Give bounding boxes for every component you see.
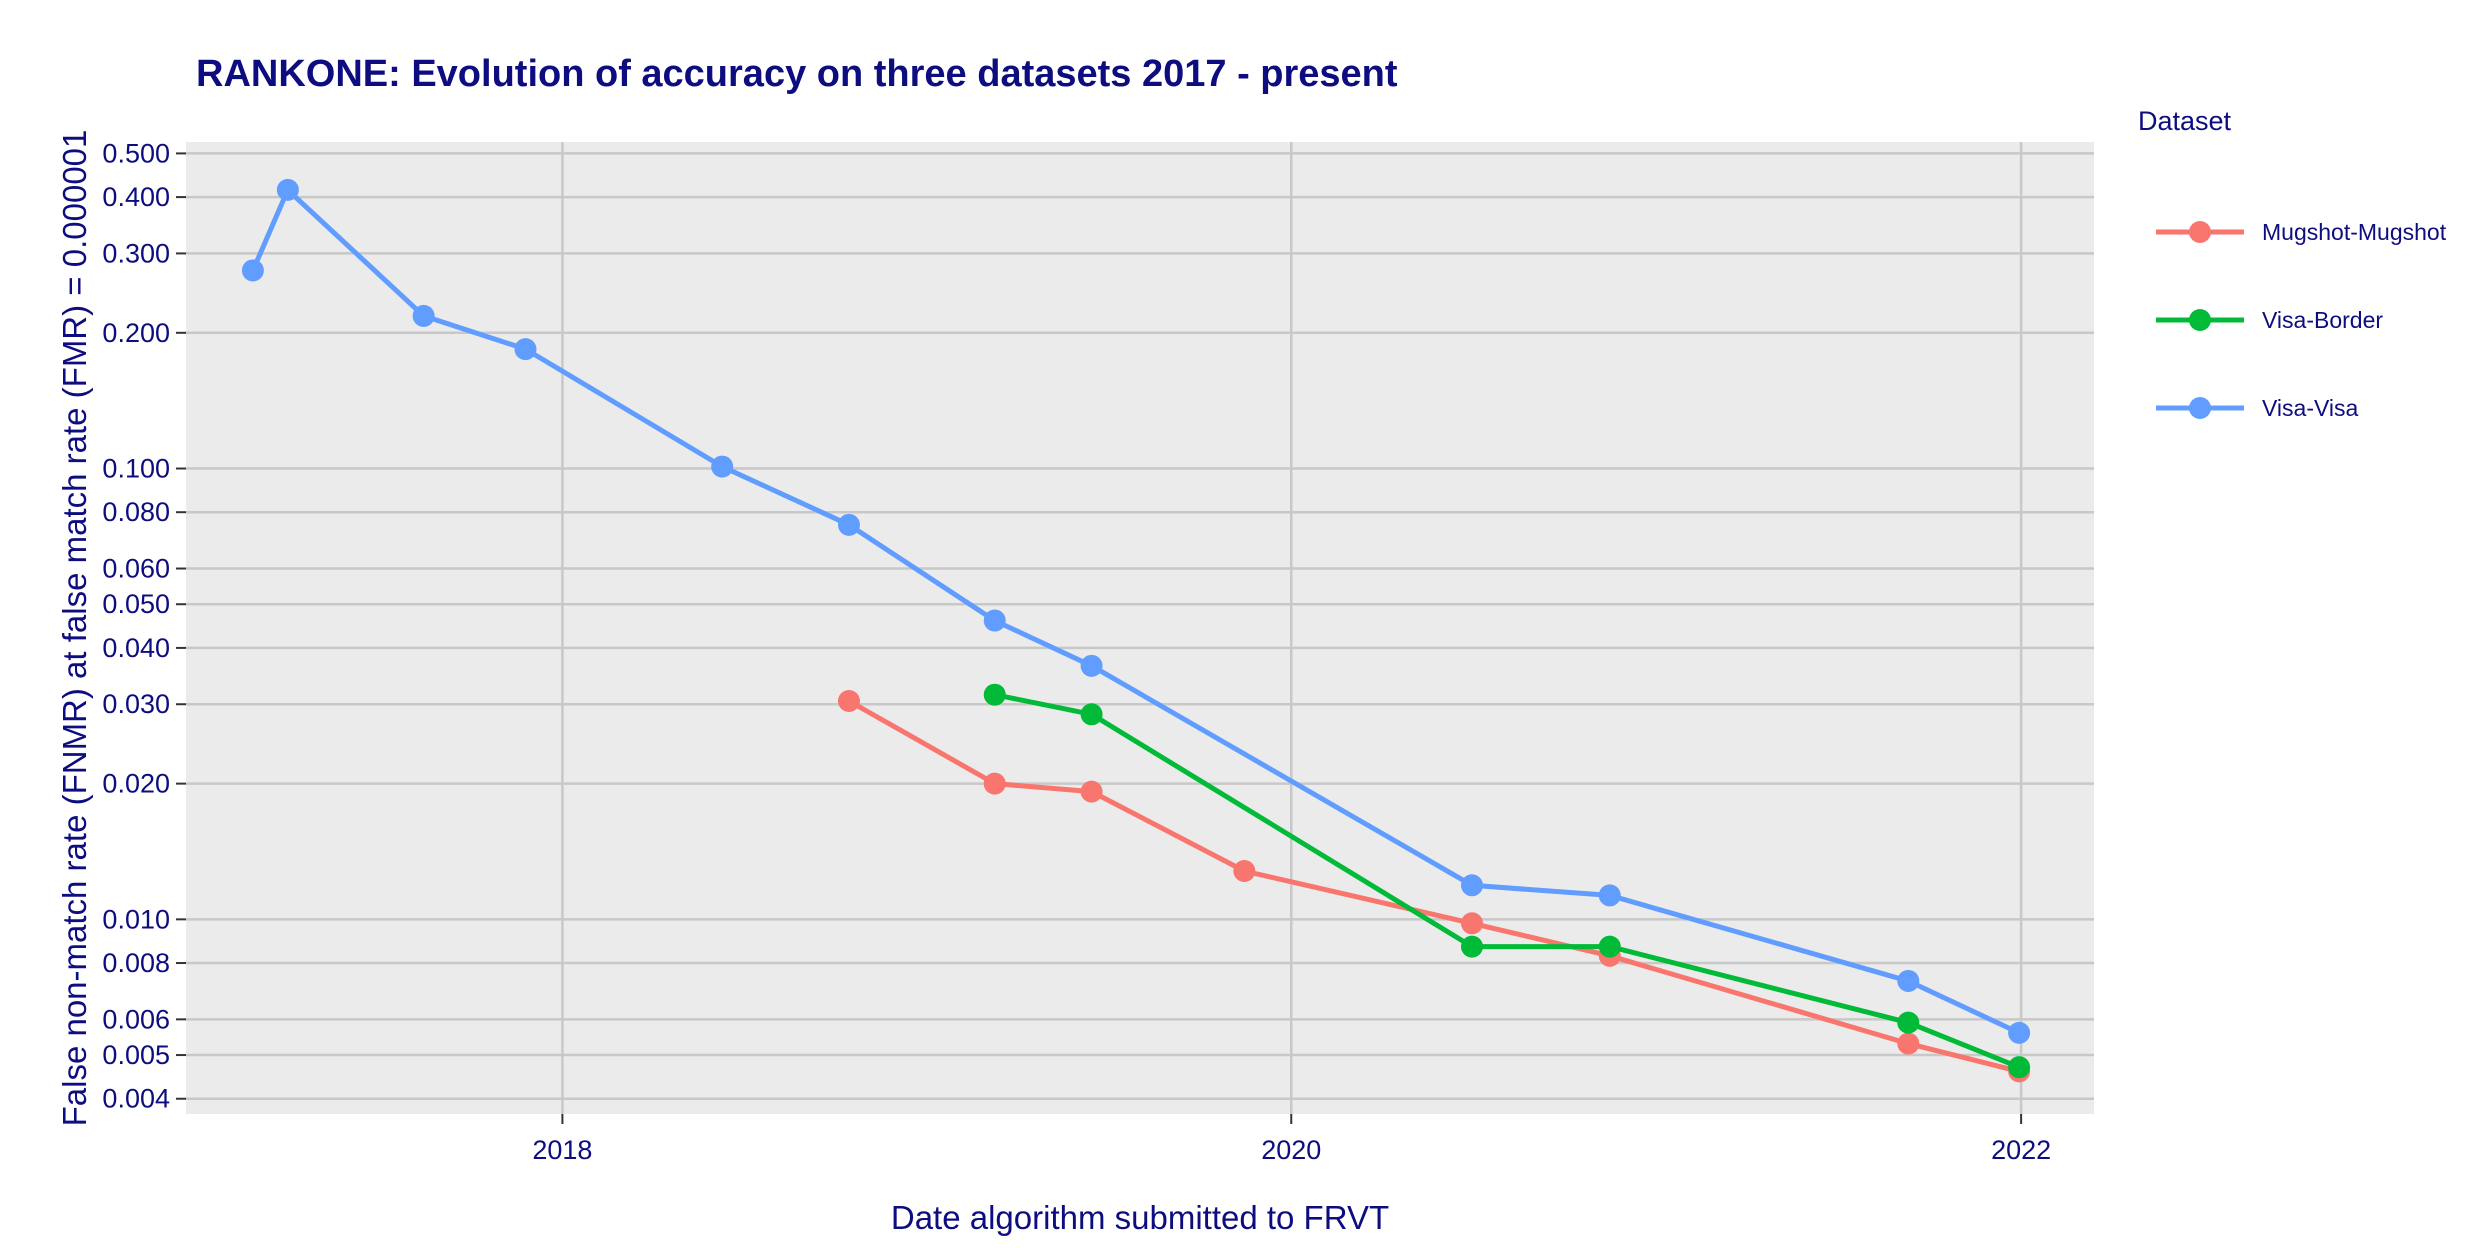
data-point [514,338,537,361]
y-tick-label: 0.040 [102,633,170,663]
y-axis-title: False non-match rate (FNMR) at false mat… [56,130,93,1127]
y-tick-label: 0.060 [102,554,170,584]
y-tick-label: 0.010 [102,904,170,934]
data-point [1460,935,1483,958]
data-point [711,455,734,478]
legend-item: Mugshot-Mugshot [2156,219,2447,245]
data-point [1460,874,1483,897]
x-axis-title: Date algorithm submitted to FRVT [891,1199,1389,1236]
series-line [250,187,2022,1036]
legend-item: Visa-Border [2156,307,2383,333]
data-point [1080,703,1103,726]
y-tick-label: 0.080 [102,497,170,527]
y-tick-label: 0.030 [102,689,170,719]
data-point [1080,654,1103,677]
data-point [2008,1021,2031,1044]
data-point [1598,935,1621,958]
data-point [1897,969,1920,992]
x-tick-label: 2022 [1991,1135,2051,1165]
legend-label: Mugshot-Mugshot [2262,219,2447,245]
series-visa-border [983,683,2031,1079]
y-tick-label: 0.050 [102,589,170,619]
y-tick-label: 0.300 [102,238,170,268]
data-point [983,683,1006,706]
data-series [241,178,2031,1083]
data-point [412,304,435,327]
x-tick-label: 2018 [532,1135,592,1165]
data-point [2008,1056,2031,1079]
data-point [1233,860,1256,883]
legend-marker [2189,221,2211,243]
y-tick-label: 0.008 [102,948,170,978]
y-tick-label: 0.400 [102,182,170,212]
x-tick-label: 2020 [1261,1135,1321,1165]
series-mugshot-mugshot [837,690,2031,1083]
data-point [276,178,299,201]
y-tick-label: 0.006 [102,1004,170,1034]
data-point [241,259,264,282]
data-point [837,513,860,536]
series-line [846,698,2022,1074]
data-point [1897,1011,1920,1034]
legend-label: Visa-Visa [2262,395,2359,421]
series-line [992,692,2022,1070]
x-axis: 2018 2020 2022 [532,1114,2051,1165]
legend-title: Dataset [2138,106,2232,136]
data-point [1897,1032,1920,1055]
legend: Dataset Mugshot-Mugshot Visa-Border Visa-V… [2138,106,2447,421]
y-tick-label: 0.005 [102,1040,170,1070]
chart-title: RANKONE: Evolution of accuracy on three … [196,53,1398,95]
y-tick-label: 0.500 [102,138,170,168]
data-point [1598,884,1621,907]
data-point [983,609,1006,632]
legend-item: Visa-Visa [2156,395,2359,421]
y-tick-label: 0.100 [102,454,170,484]
legend-label: Visa-Border [2262,307,2383,333]
series-visa-visa [241,178,2031,1044]
y-tick-label: 0.020 [102,769,170,799]
grid-lines [186,142,2094,1114]
legend-entries: Mugshot-Mugshot Visa-Border Visa-Visa [2156,219,2447,421]
data-point [983,772,1006,795]
data-point [1460,912,1483,935]
plot-panel [186,142,2094,1114]
data-point [837,690,860,713]
y-tick-label: 0.004 [102,1084,170,1114]
y-axis: 0.500 0.400 0.300 0.200 0.100 0.080 0.060 0.050… [102,138,186,1114]
data-point [1080,780,1103,803]
y-tick-label: 0.200 [102,318,170,348]
legend-marker [2189,397,2211,419]
legend-marker [2189,309,2211,331]
